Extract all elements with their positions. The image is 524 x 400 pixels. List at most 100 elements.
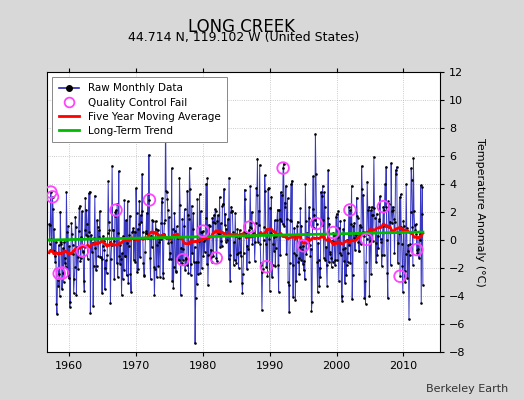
Point — [370, 204, 379, 211]
Point — [205, 221, 213, 228]
Point — [96, 254, 105, 260]
Point — [190, 244, 199, 250]
Point — [328, 238, 336, 244]
Point — [390, 250, 399, 257]
Point — [418, 211, 426, 218]
Point — [343, 236, 351, 243]
Point — [66, 304, 74, 310]
Point — [385, 200, 393, 207]
Point — [377, 262, 386, 269]
Point — [177, 292, 185, 298]
Point — [313, 259, 321, 265]
Point — [375, 216, 384, 222]
Point — [303, 235, 312, 241]
Point — [252, 220, 260, 226]
Point — [214, 230, 223, 236]
Point — [128, 228, 137, 235]
Point — [150, 292, 159, 298]
Point — [352, 235, 360, 242]
Point — [307, 246, 315, 252]
Point — [182, 256, 190, 262]
Point — [123, 240, 132, 246]
Point — [327, 254, 335, 261]
Point — [404, 241, 412, 248]
Point — [337, 293, 346, 299]
Point — [285, 309, 293, 316]
Point — [158, 199, 166, 205]
Point — [419, 282, 427, 288]
Point — [251, 239, 259, 246]
Point — [64, 275, 73, 282]
Point — [235, 234, 243, 241]
Point — [279, 165, 287, 171]
Point — [52, 301, 61, 308]
Point — [82, 207, 91, 213]
Point — [50, 226, 58, 233]
Point — [160, 231, 168, 237]
Point — [293, 223, 301, 229]
Point — [96, 208, 104, 214]
Point — [189, 209, 198, 216]
Point — [256, 162, 264, 168]
Point — [322, 244, 330, 250]
Point — [288, 178, 296, 184]
Point — [340, 258, 348, 264]
Point — [351, 246, 359, 253]
Point — [113, 200, 122, 207]
Point — [70, 276, 79, 282]
Point — [157, 219, 165, 226]
Point — [371, 215, 379, 222]
Point — [341, 245, 350, 251]
Point — [379, 204, 388, 210]
Point — [181, 255, 190, 261]
Point — [55, 270, 63, 277]
Point — [159, 275, 168, 282]
Point — [311, 131, 320, 137]
Point — [117, 256, 125, 262]
Point — [416, 236, 424, 243]
Point — [340, 217, 348, 224]
Point — [199, 228, 207, 234]
Point — [68, 230, 76, 237]
Point — [260, 172, 269, 178]
Point — [181, 267, 189, 273]
Point — [194, 259, 203, 265]
Point — [159, 270, 167, 277]
Point — [271, 245, 280, 252]
Point — [234, 264, 243, 271]
Point — [373, 210, 381, 217]
Point — [394, 240, 402, 246]
Point — [362, 258, 370, 265]
Point — [67, 249, 75, 256]
Point — [348, 296, 356, 302]
Point — [333, 256, 341, 263]
Point — [190, 259, 198, 265]
Point — [329, 229, 337, 236]
Point — [143, 210, 151, 216]
Point — [48, 248, 56, 254]
Point — [58, 286, 66, 292]
Point — [228, 208, 237, 214]
Point — [230, 239, 238, 246]
Point — [281, 204, 290, 210]
Point — [269, 234, 278, 240]
Point — [334, 208, 342, 214]
Point — [86, 310, 94, 316]
Point — [363, 236, 371, 242]
Point — [263, 273, 271, 280]
Point — [171, 228, 179, 234]
Point — [243, 243, 252, 249]
Point — [300, 267, 308, 274]
Point — [57, 240, 65, 247]
Point — [60, 239, 69, 245]
Point — [143, 231, 151, 237]
Point — [46, 221, 54, 228]
Point — [272, 232, 280, 239]
Point — [101, 286, 109, 292]
Point — [179, 256, 187, 263]
Point — [407, 209, 415, 216]
Point — [416, 231, 424, 237]
Point — [112, 207, 120, 213]
Point — [193, 281, 201, 288]
Point — [61, 260, 69, 266]
